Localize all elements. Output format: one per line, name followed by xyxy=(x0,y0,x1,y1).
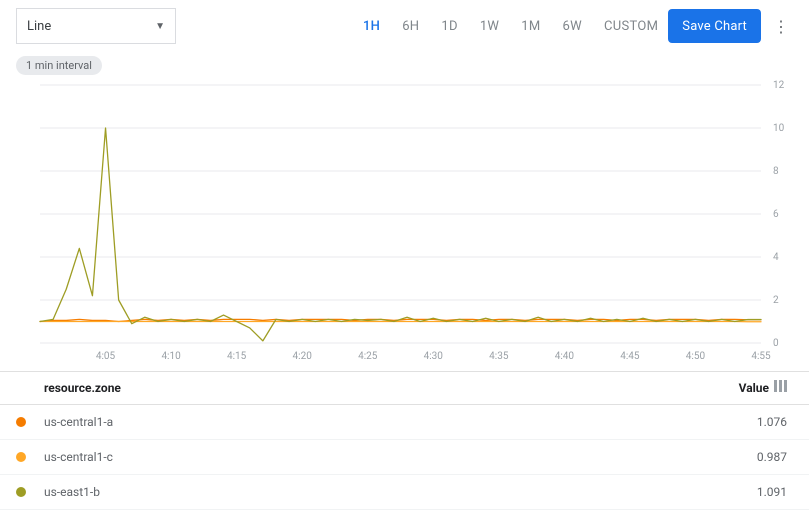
legend-row-name: us-central1-a xyxy=(44,415,733,429)
legend-row[interactable]: us-central1-a1.076 xyxy=(0,405,809,440)
time-range-custom[interactable]: CUSTOM xyxy=(602,15,660,38)
legend-swatch xyxy=(16,417,26,427)
time-range-6h[interactable]: 6H xyxy=(400,15,421,38)
toolbar: Line ▼ 1H 6H 1D 1W 1M 6W CUSTOM Save Chart ⋮ xyxy=(0,0,809,48)
legend-row[interactable]: us-central1-c0.987 xyxy=(0,440,809,475)
svg-text:10: 10 xyxy=(773,123,785,134)
svg-text:4:55: 4:55 xyxy=(751,351,771,362)
svg-text:6: 6 xyxy=(773,209,779,220)
svg-text:4:30: 4:30 xyxy=(424,351,444,362)
time-range-1m[interactable]: 1M xyxy=(519,15,542,38)
time-range-6w[interactable]: 6W xyxy=(561,15,584,38)
svg-text:4:15: 4:15 xyxy=(227,351,247,362)
legend-row-name: us-east1-b xyxy=(44,485,733,499)
legend-row-value: 0.987 xyxy=(733,450,793,464)
time-range-tabs: 1H 6H 1D 1W 1M 6W CUSTOM xyxy=(361,15,660,38)
legend-header: resource.zone Value xyxy=(0,371,809,405)
save-chart-button[interactable]: Save Chart xyxy=(668,9,761,43)
svg-text:4:25: 4:25 xyxy=(358,351,378,362)
columns-icon[interactable] xyxy=(769,380,793,396)
svg-text:8: 8 xyxy=(773,166,779,177)
svg-text:4:35: 4:35 xyxy=(489,351,509,362)
svg-text:12: 12 xyxy=(773,80,785,91)
legend-row[interactable]: us-east1-b1.091 xyxy=(0,475,809,510)
legend-row-name: us-central1-c xyxy=(44,450,733,464)
legend-row-value: 1.091 xyxy=(733,485,793,499)
legend-table: resource.zone Value us-central1-a1.076us… xyxy=(0,371,809,510)
chart-type-select[interactable]: Line ▼ xyxy=(16,8,176,44)
legend-swatch xyxy=(16,452,26,462)
interval-chip: 1 min interval xyxy=(16,56,102,75)
svg-text:0: 0 xyxy=(773,338,779,349)
time-range-1h[interactable]: 1H xyxy=(361,15,382,38)
svg-text:4:05: 4:05 xyxy=(96,351,116,362)
time-range-1w[interactable]: 1W xyxy=(478,15,501,38)
svg-text:4: 4 xyxy=(773,252,779,263)
svg-text:4:40: 4:40 xyxy=(555,351,575,362)
legend-swatch xyxy=(16,487,26,497)
chevron-down-icon: ▼ xyxy=(155,21,165,32)
legend-header-value: Value xyxy=(709,381,769,395)
chart-type-value: Line xyxy=(27,19,51,34)
svg-text:4:45: 4:45 xyxy=(620,351,640,362)
svg-text:4:20: 4:20 xyxy=(293,351,313,362)
more-menu-icon[interactable]: ⋮ xyxy=(769,17,793,36)
chart-area: 0 2 4 6 8 10 12 4:05 4:10 4:15 4:20 4:25 4:30 4:35 4:4… xyxy=(8,79,801,369)
svg-text:4:50: 4:50 xyxy=(686,351,706,362)
svg-text:2: 2 xyxy=(773,295,779,306)
legend-row-value: 1.076 xyxy=(733,415,793,429)
legend-header-name: resource.zone xyxy=(16,381,709,395)
svg-text:4:10: 4:10 xyxy=(161,351,181,362)
time-range-1d[interactable]: 1D xyxy=(439,15,459,38)
line-chart: 0 2 4 6 8 10 12 4:05 4:10 4:15 4:20 4:25 4:30 4:35 4:4… xyxy=(8,79,801,369)
